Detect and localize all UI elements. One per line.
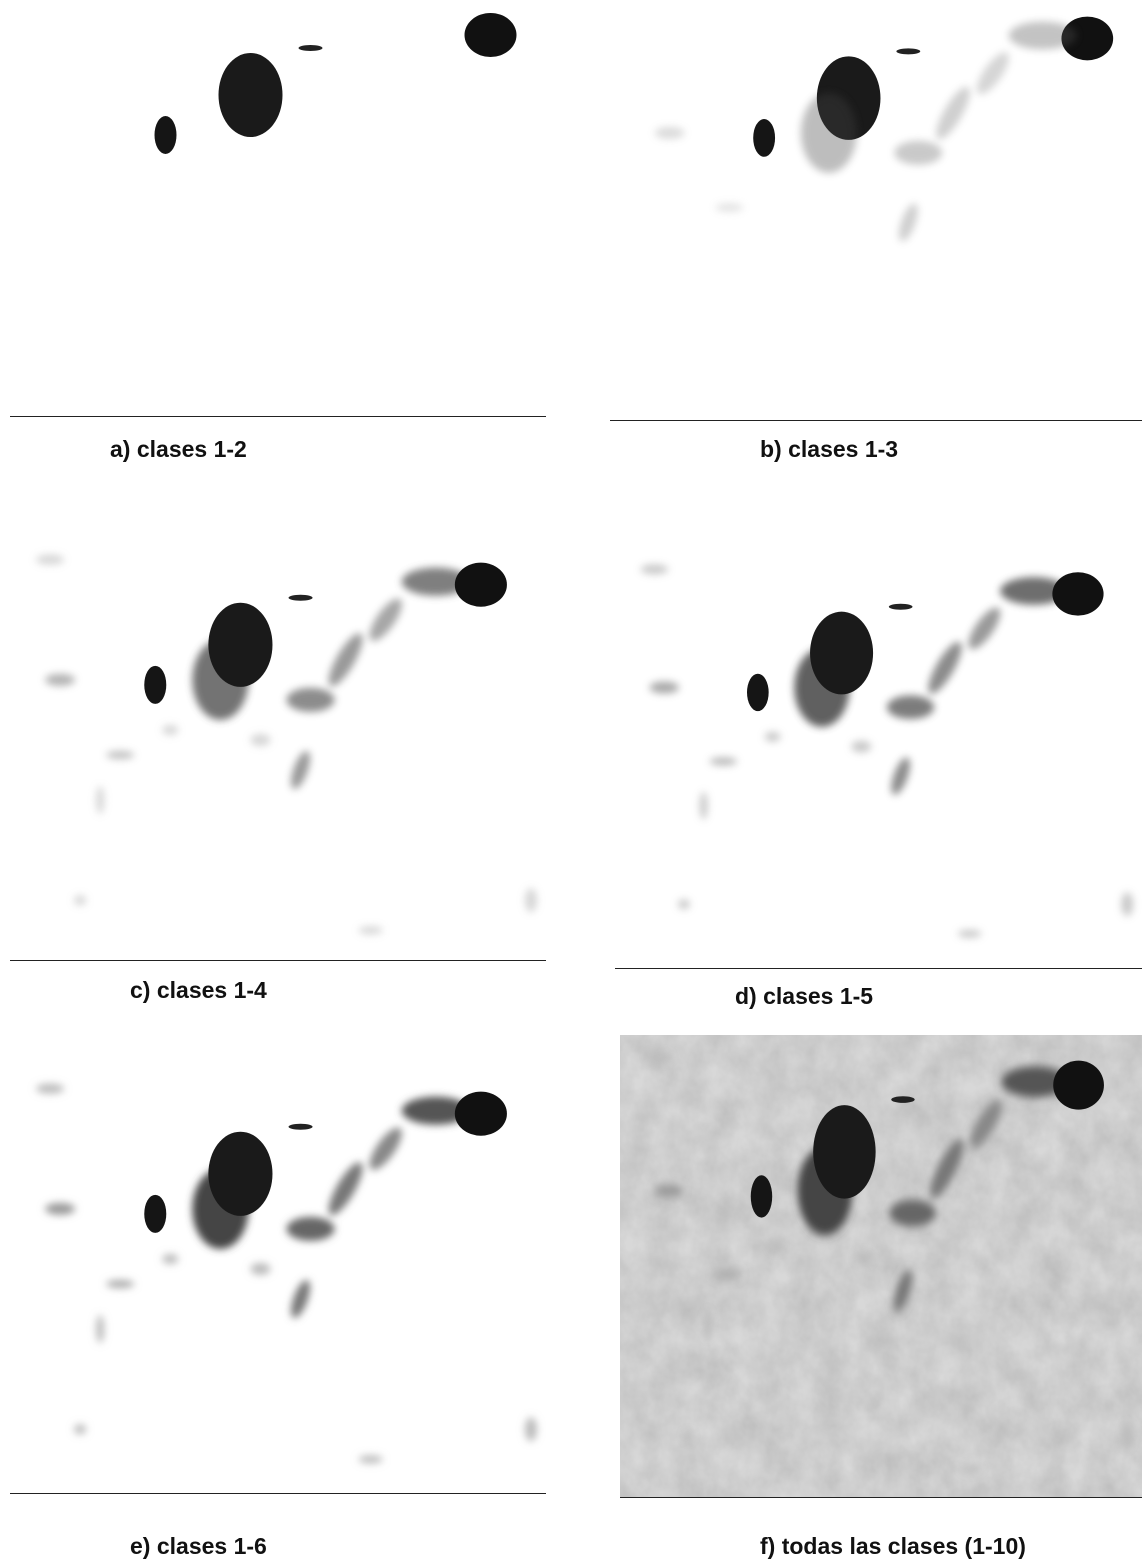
panel-a: a) clases 1-2 bbox=[10, 0, 546, 470]
caption: a) clases 1-2 bbox=[110, 436, 247, 463]
panel-d: d) clases 1-5 bbox=[615, 540, 1142, 1020]
panel-f: f) todas las clases (1-10) bbox=[620, 1035, 1142, 1560]
caption: b) clases 1-3 bbox=[760, 436, 898, 463]
image bbox=[620, 1035, 1142, 1497]
panel-e: e) clases 1-6 bbox=[10, 1060, 546, 1560]
rule bbox=[610, 420, 1142, 421]
caption: c) clases 1-4 bbox=[130, 977, 267, 1004]
caption: e) clases 1-6 bbox=[130, 1533, 267, 1560]
rule bbox=[10, 416, 546, 417]
caption: d) clases 1-5 bbox=[735, 983, 873, 1010]
image bbox=[10, 535, 546, 960]
rule bbox=[620, 1497, 1142, 1498]
panel-b: b) clases 1-3 bbox=[610, 0, 1142, 470]
image bbox=[10, 0, 546, 415]
image bbox=[610, 0, 1142, 420]
caption: f) todas las clases (1-10) bbox=[760, 1533, 1026, 1560]
rule bbox=[10, 1493, 546, 1494]
rule bbox=[10, 960, 546, 961]
rule bbox=[615, 968, 1142, 969]
image bbox=[615, 540, 1142, 968]
image bbox=[10, 1060, 546, 1493]
panel-c: c) clases 1-4 bbox=[10, 535, 546, 1015]
page: a) clases 1-2 b) clases 1-3 c) clases 1-… bbox=[0, 0, 1142, 1560]
